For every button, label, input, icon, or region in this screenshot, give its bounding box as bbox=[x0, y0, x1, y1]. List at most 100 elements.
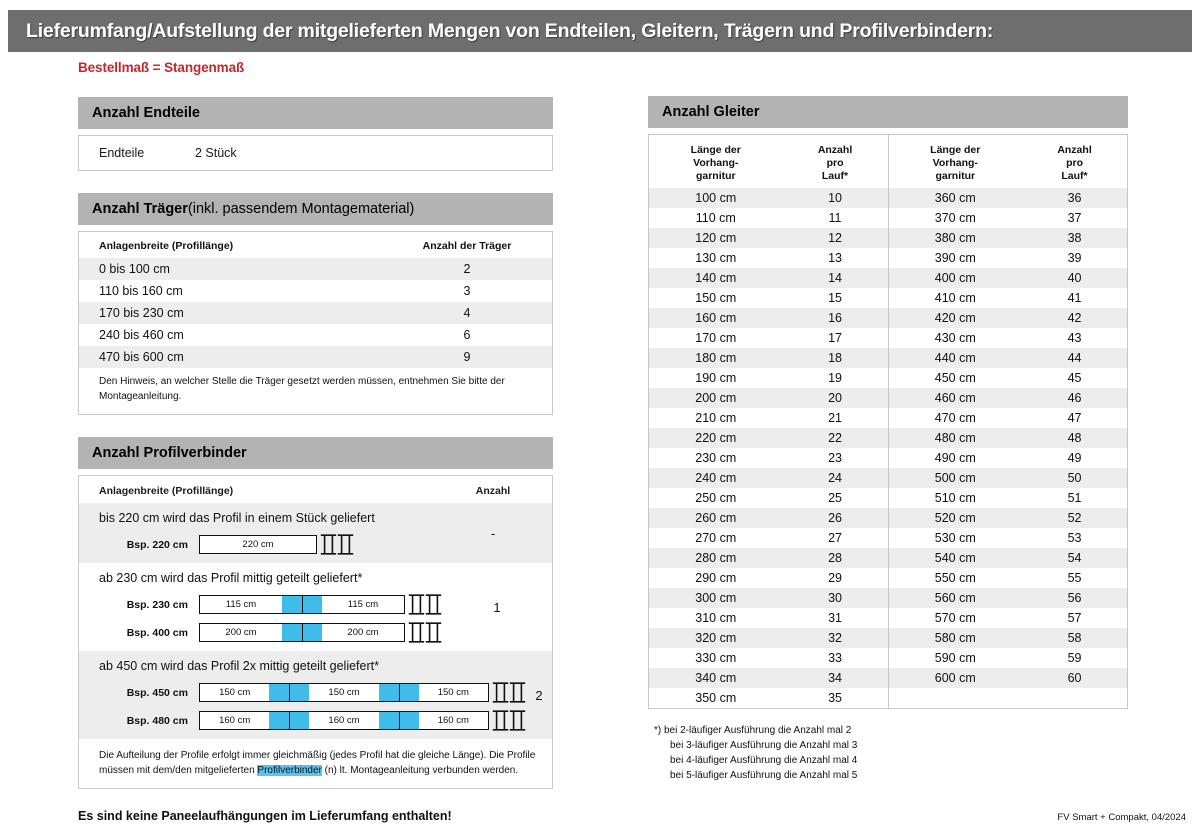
table-row: 570 cm 57 bbox=[889, 608, 1128, 628]
table-row: 410 cm 41 bbox=[889, 288, 1128, 308]
section-header-profilverbinder-label: Anzahl Profilverbinder bbox=[92, 445, 247, 461]
cell-laenge: 120 cm bbox=[649, 228, 783, 249]
table-row: 100 cm 10 bbox=[649, 188, 888, 209]
cell-anzahl: 52 bbox=[1022, 508, 1127, 529]
table-row: 380 cm 38 bbox=[888, 228, 1127, 249]
header-line-1: pro bbox=[1066, 157, 1083, 170]
header-line-2: garnitur bbox=[935, 170, 976, 183]
rail-profile-end-icon bbox=[408, 622, 442, 643]
gleiter-footnotes: *) bei 2-läufiger Ausführung die Anzahl … bbox=[648, 723, 1128, 783]
cell-value: 2 bbox=[382, 258, 552, 280]
table-row: 190 cm 19 bbox=[649, 368, 888, 388]
table-row: 340 cm 34 bbox=[649, 668, 888, 689]
section-header-endteile: Anzahl Endteile bbox=[78, 97, 553, 129]
table-row: 110 cm 11 bbox=[649, 208, 888, 228]
profile-diagram-row: Bsp. 220 cm 220 cm bbox=[99, 534, 434, 555]
section-header-traeger-sublabel: (inkl. passendem Montagematerial) bbox=[187, 201, 415, 217]
table-row: 290 cm 29 bbox=[649, 568, 888, 588]
cell-anzahl: 46 bbox=[1022, 388, 1127, 409]
cell-laenge: 580 cm bbox=[888, 628, 1023, 649]
cell-laenge: 430 cm bbox=[934, 331, 976, 346]
cell-laenge: 150 cm bbox=[695, 291, 737, 306]
cell-anzahl: 34 bbox=[782, 668, 888, 689]
cell-laenge: 380 cm bbox=[888, 228, 1023, 249]
gleiter-right-header-row: Länge der Vorhang-garnitur Anzahl pro Lauf* bbox=[889, 135, 1128, 188]
profile-segment: 150 cm bbox=[328, 687, 360, 698]
subtitle-bestellmass: Bestellmaß = Stangenmaß bbox=[78, 60, 245, 75]
cell-laenge: 520 cm bbox=[888, 508, 1023, 529]
profile-diagram-label: Bsp. 450 cm bbox=[126, 686, 188, 699]
cell-laenge: 300 cm bbox=[649, 588, 783, 609]
section-header-gleiter-label: Anzahl Gleiter bbox=[662, 104, 760, 120]
cell-anzahl: 43 bbox=[1067, 331, 1082, 346]
table-row: 310 cm 31 bbox=[649, 608, 888, 628]
cell-laenge: 360 cm bbox=[888, 188, 1023, 209]
cell-laenge: 450 cm bbox=[934, 371, 976, 386]
cell-laenge: 480 cm bbox=[888, 428, 1023, 449]
table-row: 390 cm 39 bbox=[889, 248, 1128, 268]
profile-segment: 150 cm bbox=[437, 687, 469, 698]
table-row: 600 cm 60 bbox=[888, 668, 1127, 689]
cell-anzahl: 15 bbox=[828, 291, 842, 306]
section-header-endteile-label: Anzahl Endteile bbox=[92, 105, 200, 121]
profilverbinder-group-content: bis 220 cm wird das Profil in einem Stüc… bbox=[79, 503, 434, 563]
cell-laenge: 110 cm bbox=[695, 211, 736, 226]
cell-laenge: 460 cm bbox=[888, 388, 1023, 409]
table-row: 210 cm 21 bbox=[649, 408, 888, 428]
cell-laenge: 490 cm bbox=[934, 451, 976, 466]
cell-anzahl: 13 bbox=[828, 251, 842, 266]
cell-laenge: 590 cm bbox=[934, 651, 976, 666]
gleiter-table-right: Länge der Vorhang-garnitur Anzahl pro Lauf*… bbox=[888, 135, 1128, 689]
cell-anzahl: 39 bbox=[1067, 251, 1082, 266]
cell-anzahl: 18 bbox=[782, 348, 888, 369]
cell-anzahl: 16 bbox=[782, 308, 888, 329]
profilverbinder-group-caption: ab 230 cm wird das Profil mittig geteilt… bbox=[99, 571, 363, 585]
profile-diagram-label: Bsp. 480 cm bbox=[126, 714, 188, 727]
table-row: 400 cm 40 bbox=[888, 268, 1127, 289]
cell-laenge: 540 cm bbox=[888, 548, 1023, 569]
cell-anzahl: 40 bbox=[1022, 268, 1127, 289]
profile-connector-half bbox=[378, 712, 399, 729]
profilverbinder-group: bis 220 cm wird das Profil in einem Stüc… bbox=[79, 503, 552, 563]
table-row: 530 cm 53 bbox=[889, 528, 1128, 548]
cell-laenge: 560 cm bbox=[888, 588, 1023, 609]
profilverbinder-col-header-anzahl: Anzahl bbox=[475, 485, 511, 497]
table-row: 140 cm 14 bbox=[649, 268, 888, 289]
cell-laenge: 400 cm bbox=[888, 268, 1023, 289]
table-row: 440 cm 44 bbox=[888, 348, 1127, 369]
gleiter-footnote-line: *) bei 2-läufiger Ausführung die Anzahl … bbox=[654, 725, 852, 737]
cell-anzahl: 26 bbox=[782, 508, 888, 529]
cell-laenge: 250 cm bbox=[695, 491, 737, 506]
cell-label: 240 bis 460 cm bbox=[99, 328, 184, 342]
profilverbinder-header-row: Anlagenbreite (Profillänge) Anzahl bbox=[79, 476, 552, 503]
header-line-1: Vorhang- bbox=[932, 157, 978, 170]
profile-segment: 160 cm bbox=[437, 715, 469, 726]
cell-anzahl: 12 bbox=[782, 228, 888, 249]
cell-anzahl: 30 bbox=[782, 588, 888, 609]
cell-value: 6 bbox=[463, 328, 471, 342]
profile-diagram-row: Bsp. 480 cm 160 cm 160 cm 160 cm bbox=[99, 710, 526, 731]
traeger-note: Den Hinweis, an welcher Stelle die Träge… bbox=[99, 376, 505, 402]
profile-segment: 200 cm bbox=[225, 627, 257, 638]
gleiter-footnote-line: bei 3-läufiger Ausführung die Anzahl mal… bbox=[670, 740, 858, 752]
gleiter-box: Länge der Vorhang-garnitur Anzahl pro Lauf*… bbox=[648, 134, 1128, 710]
table-row: 480 cm 48 bbox=[888, 428, 1127, 449]
table-row: 230 cm 23 bbox=[649, 448, 888, 468]
section-header-traeger: Anzahl Träger (inkl. passendem Montagema… bbox=[78, 193, 553, 225]
cell-anzahl: 31 bbox=[828, 611, 842, 626]
gleiter-table-right-wrapper: Länge der Vorhang-garnitur Anzahl pro Lauf*… bbox=[887, 135, 1128, 709]
cell-laenge: 530 cm bbox=[934, 531, 976, 546]
header-line-0: Anzahl bbox=[817, 144, 853, 156]
profilverbinder-group: ab 450 cm wird das Profil 2x mittig gete… bbox=[79, 651, 552, 739]
table-row: 470 bis 600 cm 9 bbox=[79, 346, 552, 368]
traeger-col-header-breite: Anlagenbreite (Profillänge) bbox=[99, 240, 234, 252]
table-row: 470 cm 47 bbox=[889, 408, 1128, 428]
cell-label: 170 bis 230 cm bbox=[79, 302, 382, 324]
profile-bar: 220 cm bbox=[199, 535, 317, 554]
cell-laenge: 280 cm bbox=[649, 548, 783, 569]
cell-laenge: 240 cm bbox=[649, 468, 783, 489]
table-row: 540 cm 54 bbox=[888, 548, 1127, 569]
cell-laenge: 270 cm bbox=[695, 531, 737, 546]
gleiter-left-body: 100 cm 10 110 cm 11 120 cm 12 130 cm 13 140 cm 14… bbox=[649, 188, 888, 708]
profilverbinder-note-after: (n) lt. Montageanleitung verbunden werde… bbox=[321, 765, 519, 776]
